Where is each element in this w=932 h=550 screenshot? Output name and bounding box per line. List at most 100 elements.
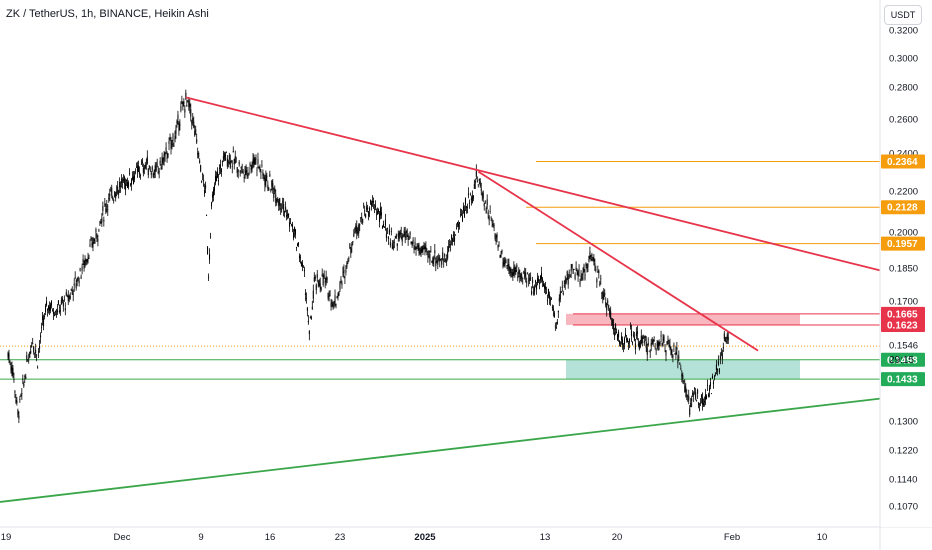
candle-body xyxy=(592,257,594,261)
candle-body xyxy=(577,271,579,276)
candle-body xyxy=(346,263,348,268)
candle-body xyxy=(343,269,345,274)
candle-body xyxy=(672,355,674,358)
candle-body xyxy=(195,129,197,133)
candle-body xyxy=(671,349,673,353)
candle-body xyxy=(313,277,315,282)
candle-body xyxy=(396,243,398,247)
candle-body xyxy=(569,275,571,277)
candle-body xyxy=(389,242,391,246)
price-tick-label: 0.1300 xyxy=(889,417,918,428)
candle-body xyxy=(40,335,42,338)
candle-body xyxy=(118,190,120,195)
candle-body xyxy=(624,337,626,345)
candle-body xyxy=(477,184,479,186)
time-tick-label: 16 xyxy=(265,532,276,543)
candle-body xyxy=(685,387,687,392)
candle-body xyxy=(285,207,287,210)
candle-body xyxy=(109,193,111,197)
candle-body xyxy=(423,246,425,249)
candle-body xyxy=(231,166,233,168)
candle-body xyxy=(391,243,393,249)
candle-body xyxy=(452,238,454,242)
candle-body xyxy=(554,325,556,327)
candle-body xyxy=(454,236,456,242)
candle-body xyxy=(278,200,280,206)
candle-body xyxy=(679,363,681,365)
candle-body xyxy=(339,282,341,290)
candle-body xyxy=(232,150,234,153)
candle-body xyxy=(415,247,417,250)
candle-body xyxy=(242,171,244,174)
candle-body xyxy=(646,347,648,355)
candle-body xyxy=(28,357,30,359)
time-tick-label: 23 xyxy=(335,532,346,543)
candle-body xyxy=(703,402,705,406)
candle-body xyxy=(632,334,634,336)
candle-body xyxy=(673,344,675,347)
candle-body xyxy=(138,171,140,175)
levels-layer xyxy=(0,161,880,380)
price-tick-label: 0.1140 xyxy=(889,475,917,486)
candle-body xyxy=(132,176,134,185)
candle-body xyxy=(205,185,207,189)
candle-body xyxy=(245,170,247,176)
currency-button[interactable]: USDT xyxy=(884,5,922,25)
candle-body xyxy=(468,202,470,204)
candle-body xyxy=(559,291,561,300)
candle-body xyxy=(187,101,189,103)
candle-body xyxy=(388,229,390,234)
candle-body xyxy=(66,296,68,297)
candle-body xyxy=(371,202,373,207)
candle-body xyxy=(261,165,263,166)
candle-body xyxy=(31,345,33,348)
candle-body xyxy=(353,233,355,237)
time-tick-label: Feb xyxy=(724,532,740,543)
candle-body xyxy=(288,213,290,218)
candle-body xyxy=(355,225,357,232)
candle-body xyxy=(534,286,536,292)
candle-body xyxy=(610,311,612,320)
candle-body xyxy=(60,300,62,305)
candle-body xyxy=(655,349,657,351)
candle-body xyxy=(204,190,206,194)
candle-body xyxy=(524,272,526,278)
candle-body xyxy=(366,206,368,211)
candle-body xyxy=(525,272,527,277)
candle-body xyxy=(463,209,465,217)
candle-body xyxy=(301,263,303,267)
candle-body xyxy=(567,276,569,285)
level-label-0.2364: 0.2364 xyxy=(887,157,918,168)
candle-body xyxy=(627,343,629,344)
candle-body xyxy=(22,379,24,381)
candle-body xyxy=(380,212,382,216)
candle-body xyxy=(625,333,626,336)
candle-body xyxy=(365,213,367,218)
candle-body xyxy=(362,218,364,223)
candle-body xyxy=(638,342,640,349)
candle-body xyxy=(72,293,74,295)
candle-body xyxy=(542,278,544,282)
candle-body xyxy=(310,316,312,320)
candle-body xyxy=(438,257,440,261)
candle-body xyxy=(130,184,132,185)
candle-body xyxy=(122,181,124,183)
candle-body xyxy=(134,171,136,173)
candle-body xyxy=(259,166,261,171)
level-label-bg xyxy=(881,317,925,332)
candle-body xyxy=(328,295,330,297)
candle-body xyxy=(335,303,337,306)
candle-body xyxy=(564,280,566,285)
candle-body xyxy=(161,156,163,164)
candle-body xyxy=(316,274,318,278)
candle-body xyxy=(402,235,404,238)
candle-body xyxy=(98,229,100,231)
candle-body xyxy=(597,271,599,273)
candle-body xyxy=(63,299,65,301)
candle-body xyxy=(262,172,264,176)
candle-body xyxy=(213,189,215,197)
candle-body xyxy=(587,263,589,267)
candle-body xyxy=(421,246,423,252)
candle-body xyxy=(194,131,196,136)
